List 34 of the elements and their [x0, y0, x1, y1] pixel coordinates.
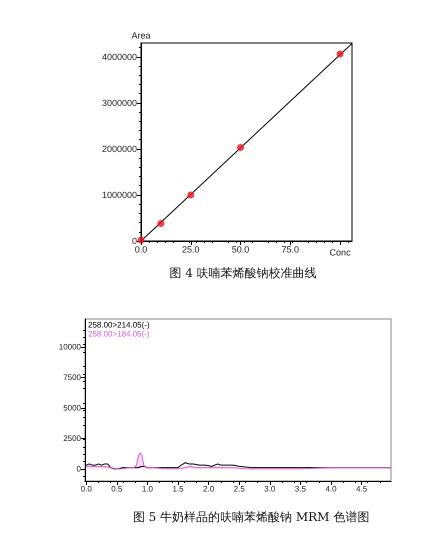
y-tick-label: 7500	[63, 372, 82, 382]
y-tick-label: 2000000	[102, 144, 137, 154]
x-tick-label: 3.0	[264, 484, 276, 494]
y-tick-label: 10000	[58, 342, 82, 352]
x-tick-label: 3.5	[294, 484, 307, 494]
x-tick-label: 25.0	[182, 244, 200, 254]
y-axis-title: Area	[131, 30, 151, 40]
y-tick-label: 0	[132, 236, 137, 246]
point	[237, 144, 244, 152]
x-tick-label: 4.0	[325, 484, 338, 494]
point	[336, 50, 344, 58]
y-tick-label: 5000	[63, 403, 82, 412]
x-tick-label: 4.5	[356, 484, 368, 494]
text: 图 5 牛奶样品的呋喃苯烯酸钠 MRM 色谱图	[132, 510, 370, 524]
x-tick-label: 1.5	[172, 484, 184, 494]
x-tick-label: 1.0	[142, 484, 154, 494]
x-tick-label: 0.0	[134, 244, 148, 254]
text: 图 4 呋喃苯烯酸钠校准曲线	[169, 266, 317, 280]
x-tick-label: 0.0	[80, 484, 92, 494]
y-tick-label: 4000000	[102, 52, 137, 62]
x-tick-label: 0.5	[111, 484, 123, 494]
point	[157, 220, 164, 227]
x-tick-label: 50.0	[232, 244, 250, 254]
y-tick-label: 2500	[63, 434, 82, 443]
x-axis-title: Conc	[330, 248, 352, 258]
x-tick-label: 75.0	[282, 244, 300, 254]
y-tick-label: 0	[76, 464, 82, 474]
text: 258.00>214.05(-)	[88, 320, 150, 330]
text: 258.00>184.05(-)	[88, 330, 150, 338]
y-tick-label: 3000000	[102, 98, 137, 108]
x-tick-label: 2.0	[203, 484, 215, 494]
x-tick-label: 2.5	[234, 484, 246, 494]
point	[187, 191, 194, 198]
y-tick-label: 1000000	[102, 190, 137, 200]
